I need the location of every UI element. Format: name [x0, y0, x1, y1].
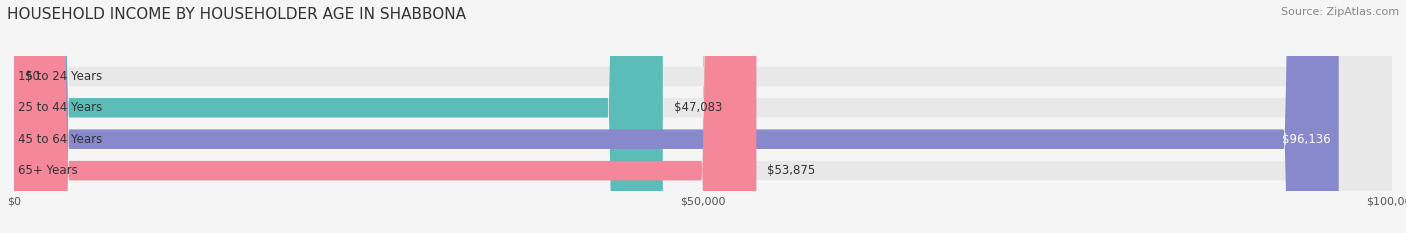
FancyBboxPatch shape [10, 0, 48, 233]
FancyBboxPatch shape [14, 0, 1392, 233]
Text: 15 to 24 Years: 15 to 24 Years [18, 70, 103, 83]
Text: Source: ZipAtlas.com: Source: ZipAtlas.com [1281, 7, 1399, 17]
Text: 45 to 64 Years: 45 to 64 Years [18, 133, 103, 146]
Text: $47,083: $47,083 [673, 101, 723, 114]
FancyBboxPatch shape [14, 0, 1392, 233]
FancyBboxPatch shape [14, 0, 756, 233]
Text: 25 to 44 Years: 25 to 44 Years [18, 101, 103, 114]
FancyBboxPatch shape [14, 0, 1339, 233]
Text: HOUSEHOLD INCOME BY HOUSEHOLDER AGE IN SHABBONA: HOUSEHOLD INCOME BY HOUSEHOLDER AGE IN S… [7, 7, 465, 22]
Text: 65+ Years: 65+ Years [18, 164, 77, 177]
FancyBboxPatch shape [14, 0, 662, 233]
Text: $96,136: $96,136 [1282, 133, 1330, 146]
FancyBboxPatch shape [14, 0, 1392, 233]
FancyBboxPatch shape [14, 0, 1392, 233]
Text: $0: $0 [25, 70, 39, 83]
Text: $53,875: $53,875 [768, 164, 815, 177]
